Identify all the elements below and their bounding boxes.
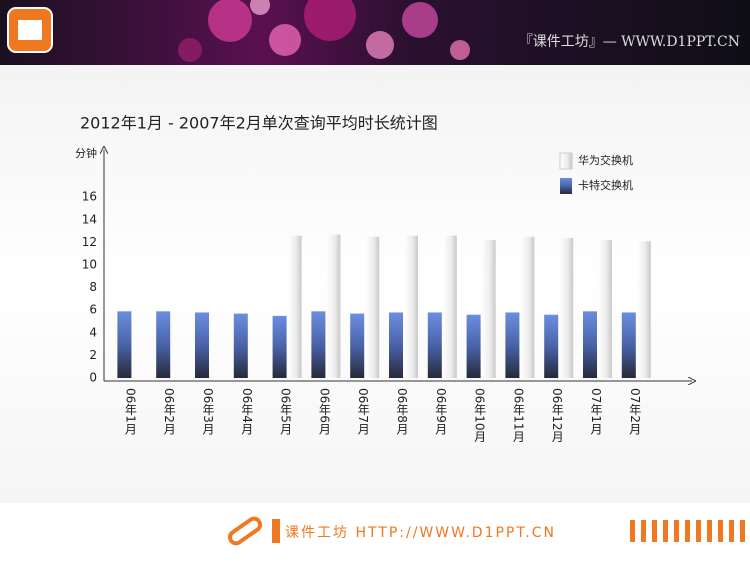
bar: [442, 235, 457, 378]
y-tick-label: 16: [82, 190, 97, 204]
x-tick-label: 06年11月: [511, 388, 525, 443]
pencil-icon: [227, 516, 263, 546]
chart-title: 2012年1月 - 2007年2月单次查询平均时长统计图: [80, 114, 438, 133]
y-tick-label: 10: [82, 258, 97, 272]
x-tick-label: 07年2月: [628, 388, 642, 435]
bar: [389, 312, 403, 378]
x-tick-label: 06年6月: [317, 388, 331, 435]
bar: [621, 312, 636, 378]
x-tick-label: 06年12月: [550, 388, 564, 443]
app-icon-glyph: [18, 20, 42, 40]
bar: [427, 312, 442, 378]
bar: [272, 315, 287, 378]
y-tick-label: 4: [89, 325, 97, 339]
footer-brand: 课件工坊 HTTP://WWW.D1PPT.CN: [285, 525, 556, 541]
x-tick-label: 06年2月: [162, 388, 176, 435]
y-tick-label: 14: [82, 212, 97, 226]
bar: [520, 236, 535, 378]
bar: [233, 313, 248, 378]
bokeh: [178, 0, 470, 62]
bar: [466, 314, 481, 378]
bar: [505, 312, 520, 378]
footer-bg: [0, 503, 750, 563]
bar: [544, 314, 559, 378]
y-tick-label: 2: [89, 348, 97, 362]
bar: [195, 312, 209, 378]
legend-swatch: [560, 178, 572, 194]
bar: [598, 240, 612, 378]
bar: [559, 237, 574, 378]
bar: [583, 311, 597, 378]
bar: [481, 240, 496, 378]
x-tick-label: 06年3月: [201, 388, 215, 435]
x-tick-label: 07年1月: [589, 388, 603, 435]
bar: [287, 235, 302, 378]
y-tick-label: 12: [82, 235, 97, 249]
bar: [311, 311, 326, 378]
y-axis-label: 分钟: [75, 146, 97, 160]
y-tick-label: 8: [89, 280, 97, 294]
x-tick-label: 06年4月: [240, 388, 254, 435]
bar: [326, 234, 341, 378]
bar: [365, 236, 380, 378]
x-tick-label: 06年10月: [473, 388, 487, 443]
bar: [350, 313, 365, 378]
bar: [636, 241, 651, 378]
bar: [156, 311, 171, 378]
legend-swatch: [559, 152, 573, 170]
header-brand: 『课件工坊』— WWW.D1PPT.CN: [519, 34, 740, 50]
x-tick-label: 06年5月: [279, 388, 293, 435]
x-tick-label: 06年1月: [123, 388, 137, 435]
legend-label: 华为交换机: [578, 153, 633, 167]
x-tick-label: 06年7月: [356, 388, 370, 435]
bar: [404, 235, 418, 378]
footer-stripes: [630, 520, 745, 542]
footer-bar: [272, 519, 280, 543]
x-tick-label: 06年8月: [395, 388, 409, 435]
y-tick-label: 0: [89, 371, 97, 385]
bar: [117, 311, 132, 378]
y-tick-label: 6: [89, 303, 97, 317]
x-tick-label: 06年9月: [434, 388, 448, 435]
legend-label: 卡特交换机: [578, 178, 633, 192]
